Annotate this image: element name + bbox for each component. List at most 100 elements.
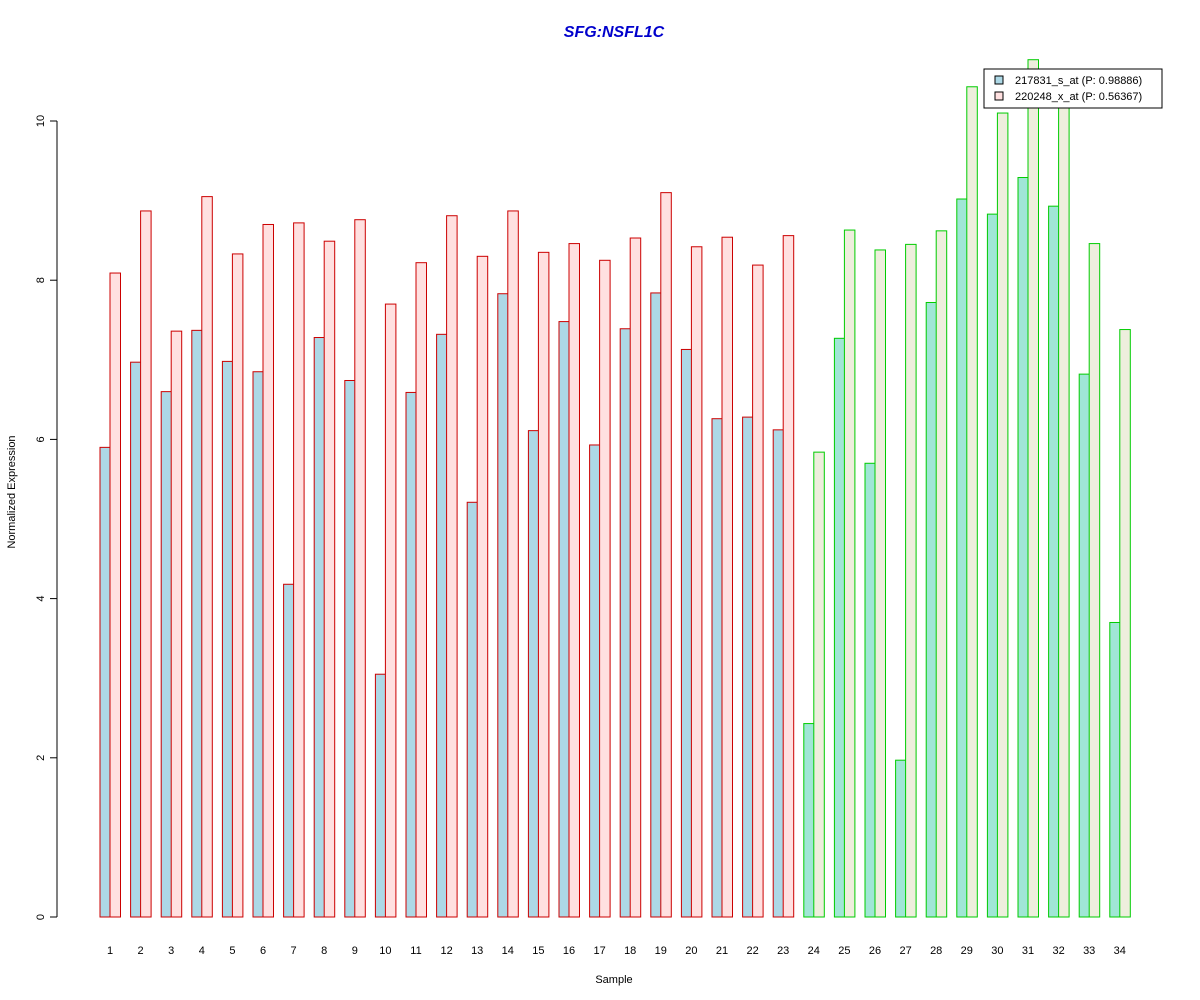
x-axis-tick-label: 20 — [685, 945, 697, 957]
x-axis-tick-label: 26 — [869, 945, 881, 957]
y-axis: 0 2 4 6 8 10 — [35, 115, 58, 920]
bar-sample-30-series-2 — [996, 112, 1009, 918]
bar-sample-19-series-1 — [650, 292, 662, 918]
bar-sample-13-series-2 — [476, 255, 489, 918]
y-axis-label: Normalized Expression — [6, 435, 18, 548]
bar-sample-6-series-2 — [262, 223, 274, 918]
bar-sample-24-series-1 — [803, 723, 815, 918]
x-axis-tick-label: 5 — [229, 945, 235, 957]
bar-sample-33-series-2 — [1088, 243, 1101, 918]
bar-sample-3-series-2 — [170, 330, 183, 918]
x-axis-tick-label: 4 — [199, 945, 205, 957]
x-axis-tick-label: 14 — [502, 945, 514, 957]
x-axis-tick-label: 24 — [808, 945, 820, 957]
bar-sample-12-series-1 — [436, 333, 448, 918]
bar-sample-7-series-2 — [293, 222, 305, 918]
x-axis-tick-label: 3 — [168, 945, 174, 957]
bar-sample-1-series-1 — [99, 446, 111, 918]
bar-sample-24-series-2 — [813, 451, 825, 918]
bar-sample-26-series-1 — [864, 462, 876, 918]
bar-sample-4-series-2 — [201, 196, 213, 918]
bar-sample-16-series-2 — [568, 243, 580, 918]
bar-sample-20-series-1 — [680, 348, 693, 918]
bar-sample-18-series-2 — [629, 237, 642, 918]
x-axis-tick-label: 33 — [1083, 945, 1095, 957]
x-axis-tick-label: 6 — [260, 945, 266, 957]
x-axis-tick-label: 8 — [321, 945, 327, 957]
bar-sample-2-series-1 — [130, 361, 142, 918]
bar-sample-17-series-1 — [589, 444, 601, 918]
bar-sample-6-series-1 — [252, 371, 264, 918]
bar-sample-30-series-1 — [986, 213, 999, 918]
x-axis-tick-label: 1 — [107, 945, 113, 957]
bar-sample-13-series-1 — [466, 501, 479, 918]
x-axis-tick-label: 27 — [899, 945, 911, 957]
bar-sample-26-series-2 — [874, 249, 886, 918]
bar-sample-34-series-1 — [1109, 621, 1121, 918]
bar-sample-1-series-2 — [109, 272, 121, 918]
y-axis-tick-label: 4 — [35, 596, 47, 602]
x-axis-tick-label: 17 — [593, 945, 605, 957]
x-axis-tick-label: 2 — [138, 945, 144, 957]
bar-sample-9-series-1 — [344, 379, 356, 918]
bar-sample-12-series-2 — [446, 215, 458, 918]
legend-swatch-series-1 — [994, 75, 1004, 85]
bar-sample-8-series-1 — [313, 337, 326, 918]
bar-sample-18-series-1 — [619, 328, 632, 918]
x-axis-tick-label: 28 — [930, 945, 942, 957]
bar-sample-11-series-1 — [405, 391, 417, 918]
bar-sample-23-series-1 — [772, 429, 785, 918]
x-axis-tick-label: 34 — [1114, 945, 1126, 957]
legend-swatch-series-2 — [994, 91, 1004, 101]
bar-sample-14-series-2 — [507, 210, 519, 918]
bar-sample-19-series-2 — [660, 192, 672, 918]
bar-sample-29-series-1 — [956, 198, 968, 918]
chart-title: SFG:NSFL1C — [564, 24, 665, 41]
bar-sample-4-series-1 — [191, 329, 203, 918]
bar-sample-21-series-1 — [711, 418, 723, 918]
bar-sample-25-series-1 — [833, 337, 846, 918]
x-axis-tick-label: 11 — [410, 945, 421, 957]
bar-sample-22-series-1 — [742, 416, 754, 918]
bar-sample-14-series-1 — [497, 293, 509, 918]
y-axis-tick-label: 8 — [35, 277, 47, 283]
x-axis-tick-label: 12 — [440, 945, 452, 957]
legend: 217831_s_at (P: 0.98886) 220248_x_at (P:… — [983, 68, 1163, 109]
x-axis-tick-labels: 1 2 3 4 5 6 7 8 9 10 11 12 13 14 15 16 17 18 19 20 21 22 23 24 2… — [107, 945, 1126, 957]
x-axis-tick-label: 21 — [716, 945, 728, 957]
bars-layer — [99, 59, 1131, 918]
x-axis-tick-label: 29 — [961, 945, 973, 957]
bar-sample-23-series-2 — [782, 235, 795, 918]
bar-sample-2-series-2 — [140, 210, 152, 918]
bar-sample-22-series-2 — [752, 264, 764, 918]
legend-label-series-2: 220248_x_at (P: 0.56367) — [1015, 91, 1142, 103]
bar-sample-10-series-1 — [374, 673, 387, 918]
x-axis-tick-label: 16 — [563, 945, 575, 957]
x-axis-tick-label: 13 — [471, 945, 483, 957]
x-axis-tick-label: 23 — [777, 945, 789, 957]
bar-sample-21-series-2 — [721, 236, 733, 918]
x-axis-tick-label: 32 — [1052, 945, 1064, 957]
legend-label-series-1: 217831_s_at (P: 0.98886) — [1015, 75, 1142, 87]
bar-sample-33-series-1 — [1078, 373, 1091, 918]
y-axis-tick-label: 0 — [35, 914, 47, 920]
bar-sample-29-series-2 — [966, 86, 978, 918]
x-axis-tick-label: 22 — [746, 945, 758, 957]
bar-sample-15-series-2 — [537, 251, 550, 918]
bar-sample-16-series-1 — [558, 321, 570, 918]
bar-sample-20-series-2 — [690, 246, 703, 918]
bar-sample-7-series-1 — [283, 583, 295, 918]
bar-sample-15-series-1 — [527, 430, 540, 918]
y-axis-tick-label: 2 — [35, 755, 47, 761]
bar-sample-25-series-2 — [843, 229, 856, 918]
y-axis-tick-label: 10 — [35, 115, 47, 127]
legend-box — [983, 68, 1163, 109]
x-axis-tick-label: 7 — [291, 945, 297, 957]
bar-sample-5-series-2 — [231, 253, 244, 918]
bar-sample-34-series-2 — [1119, 329, 1131, 918]
bar-sample-8-series-2 — [323, 240, 336, 918]
bar-sample-17-series-2 — [599, 259, 611, 918]
bar-sample-28-series-2 — [935, 230, 948, 918]
x-axis-tick-label: 25 — [838, 945, 850, 957]
